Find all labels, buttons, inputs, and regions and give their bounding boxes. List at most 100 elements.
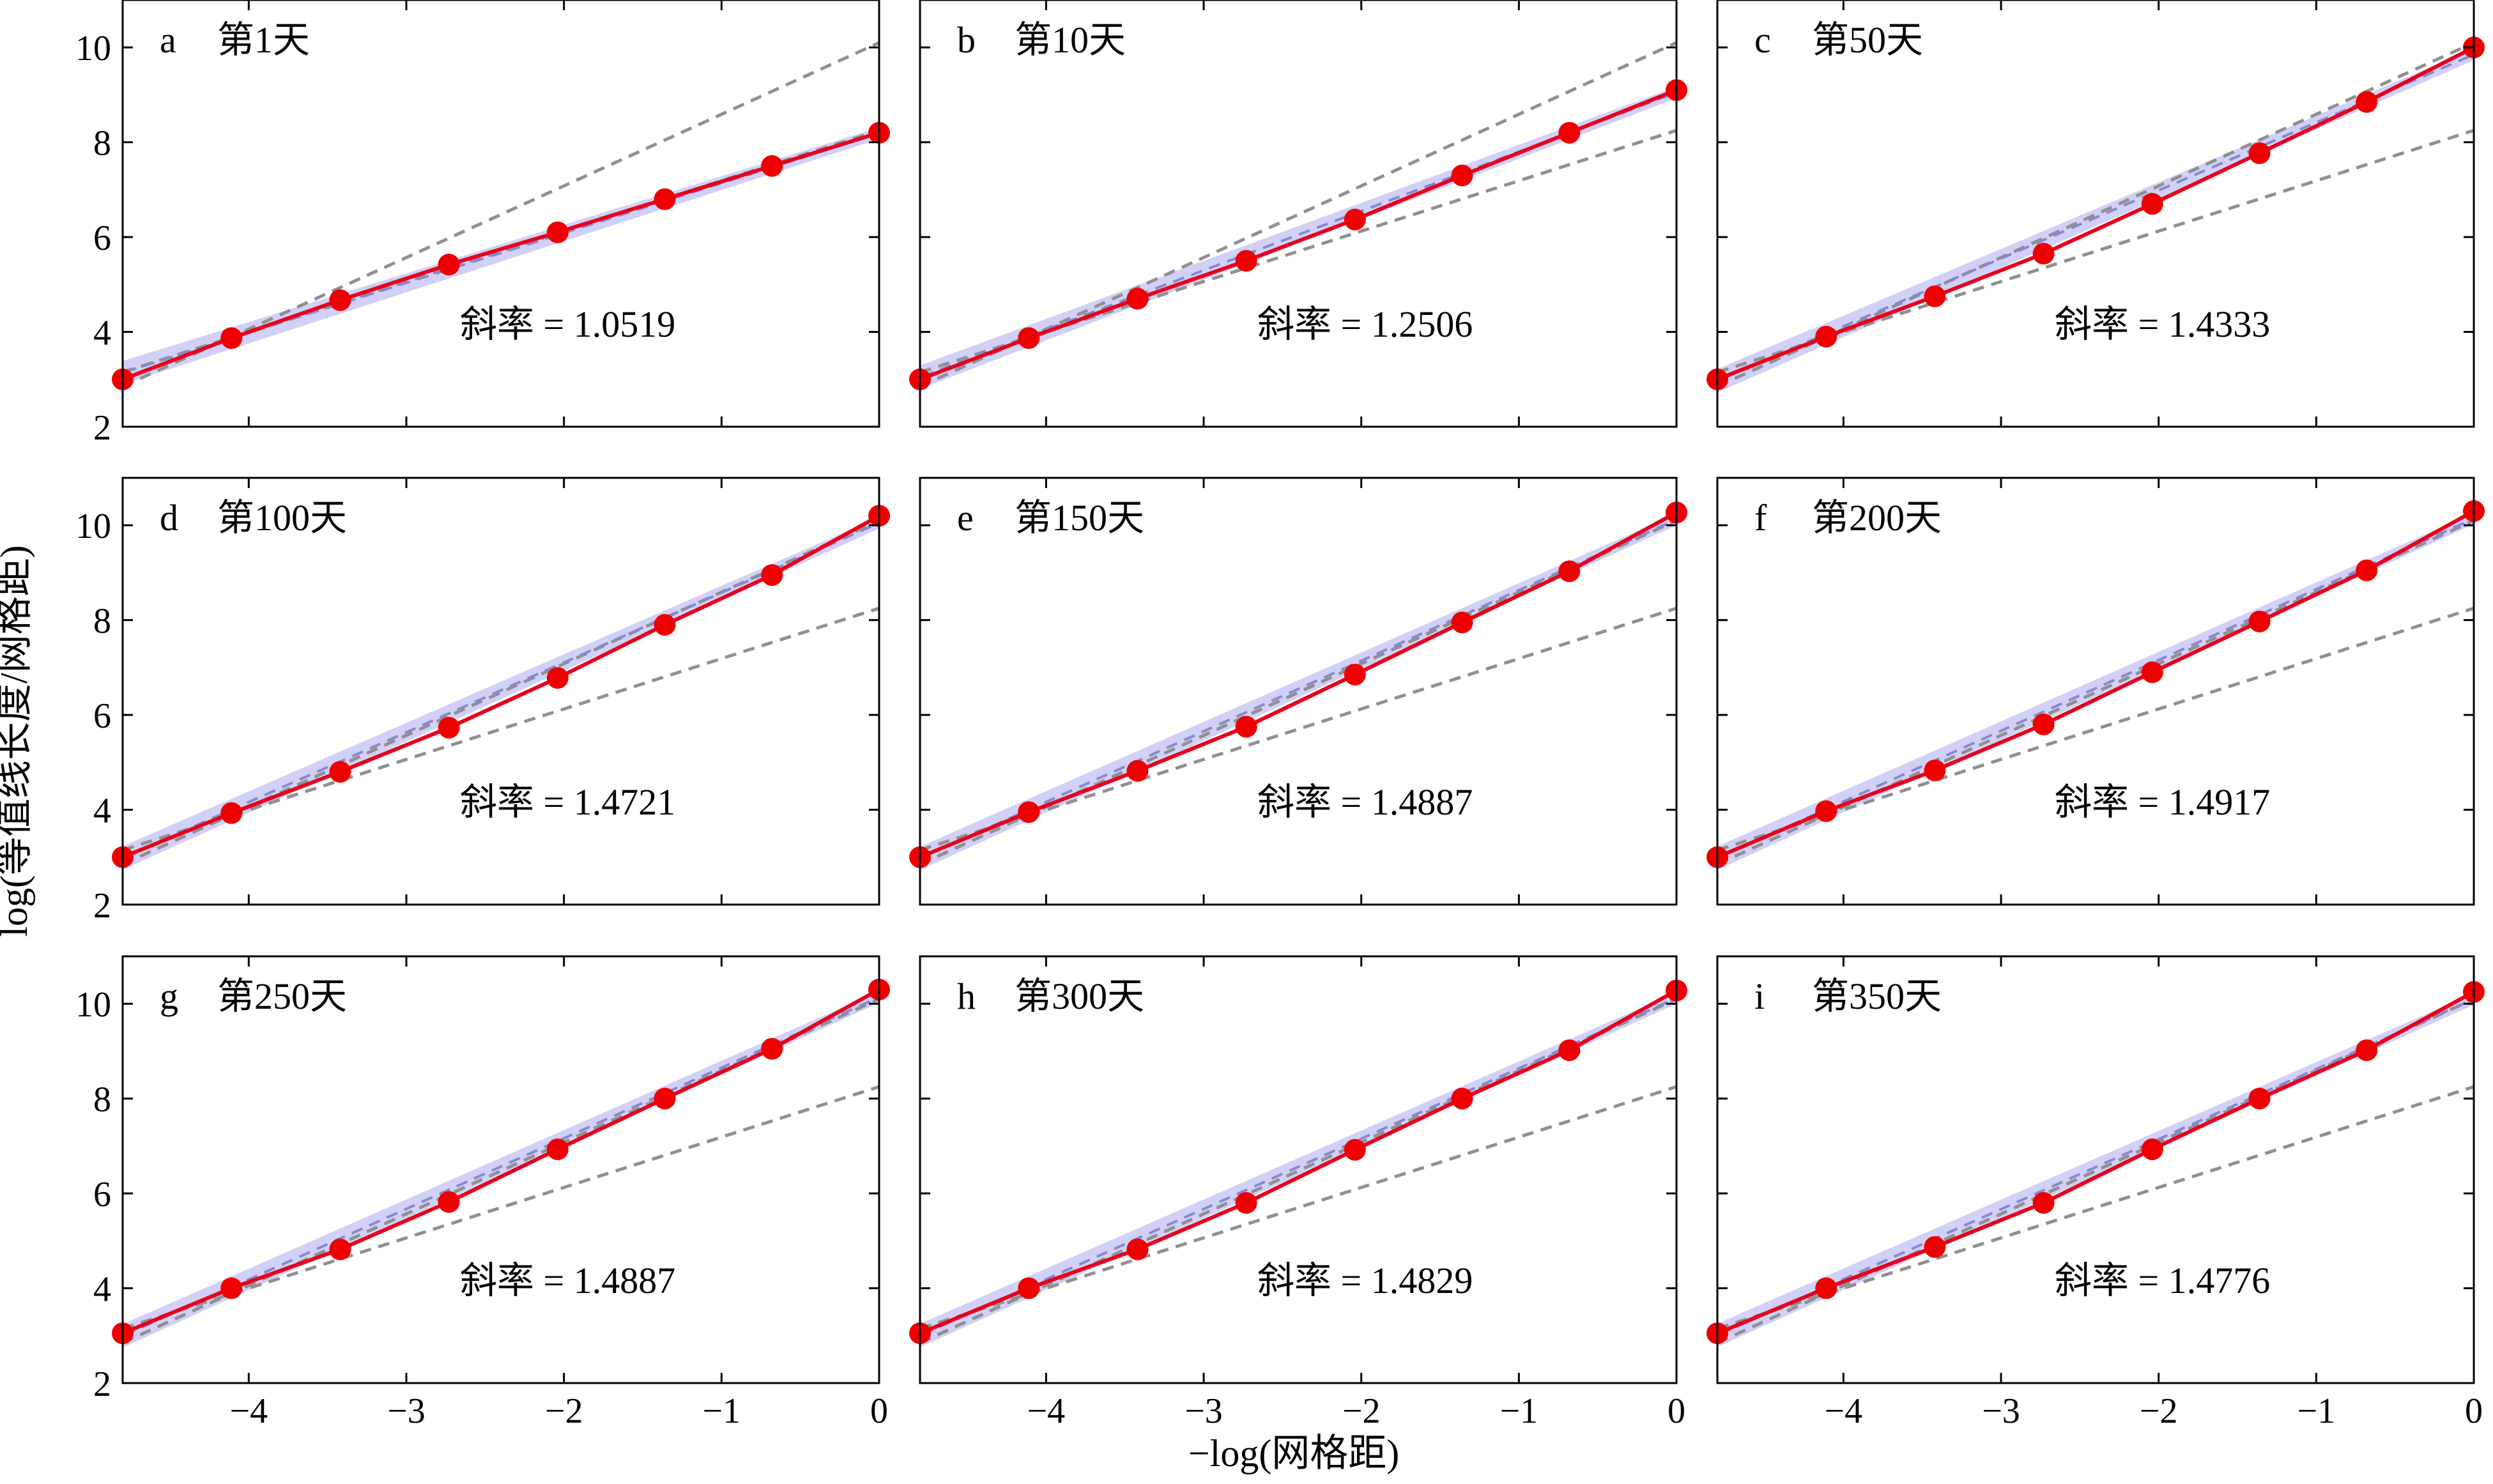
data-point (2032, 243, 2055, 265)
panel-title: 第250天 (217, 975, 347, 1017)
y-tick-label: 10 (75, 985, 111, 1025)
y-tick-label: 2 (93, 1365, 111, 1404)
panel-letter: e (957, 497, 974, 539)
x-tick-label: −4 (1825, 1391, 1863, 1431)
data-point (1815, 1277, 1837, 1299)
panel-title: 第100天 (217, 497, 347, 539)
data-point (546, 667, 569, 689)
x-tick-label: −2 (545, 1391, 583, 1431)
reference-line-2 (123, 1085, 879, 1331)
panel-title: 第200天 (1812, 497, 1942, 539)
data-point (1558, 560, 1581, 583)
data-point (329, 1238, 351, 1260)
data-point (1815, 325, 1837, 348)
data-point (2248, 142, 2271, 164)
data-point (2356, 559, 2378, 581)
series-line (920, 88, 1676, 381)
data-point (1451, 164, 1473, 187)
reference-line-1 (1717, 997, 2474, 1345)
x-axis-title: −log(网格距) (1188, 1432, 1399, 1474)
data-point (2248, 610, 2271, 632)
slope-annotation: 斜率 = 1.4333 (2055, 303, 2270, 345)
data-point (1558, 121, 1581, 144)
data-point (654, 1087, 676, 1110)
slope-annotation: 斜率 = 1.4887 (1257, 781, 1473, 823)
data-point (220, 1277, 243, 1299)
panel-frame (919, 477, 1678, 906)
x-tick-label: 0 (1668, 1391, 1685, 1431)
reference-line-1 (920, 41, 1676, 388)
data-point (546, 221, 569, 243)
data-point (1235, 715, 1257, 738)
panel-title: 第50天 (1812, 19, 1923, 61)
data-point (654, 188, 676, 210)
panel-title: 第300天 (1015, 975, 1144, 1017)
y-tick-label: 6 (93, 1175, 111, 1214)
y-tick-label: 8 (93, 1080, 111, 1120)
x-tick-label: −3 (1185, 1391, 1223, 1431)
data-point (761, 564, 783, 586)
series-line (1717, 509, 2474, 859)
panel-title: 第350天 (1812, 975, 1942, 1017)
data-point (2141, 1138, 2163, 1161)
x-tick-label: −3 (387, 1391, 426, 1431)
data-point (1018, 327, 1040, 349)
data-point (1126, 1238, 1149, 1260)
series-line (1717, 990, 2474, 1335)
panel-frame (121, 477, 880, 906)
data-point (1126, 287, 1149, 310)
panel-letter: c (1754, 19, 1771, 61)
data-point (2356, 91, 2378, 113)
reference-line-2 (920, 128, 1676, 374)
slope-annotation: 斜率 = 1.4887 (460, 1260, 675, 1301)
y-tick-label: 2 (93, 886, 111, 926)
data-point (1018, 801, 1040, 823)
x-tick-label: −4 (230, 1391, 268, 1431)
x-tick-label: −1 (1500, 1391, 1538, 1431)
panel-title: 第10天 (1015, 19, 1126, 61)
series-line (123, 988, 879, 1335)
x-tick-label: 0 (870, 1391, 888, 1431)
data-point (1344, 1138, 1366, 1161)
reference-line-2 (123, 606, 879, 852)
x-tick-label: −3 (1982, 1391, 2020, 1431)
data-point (1126, 760, 1149, 782)
plot-area (123, 988, 879, 1348)
data-point (2141, 193, 2163, 215)
panel-letter: h (957, 975, 976, 1017)
reference-line-2 (1717, 606, 2474, 852)
reference-line-1 (920, 997, 1676, 1345)
data-point (329, 761, 351, 783)
y-tick-label: 10 (75, 507, 111, 546)
data-point (2032, 1191, 2055, 1214)
data-point (1018, 1277, 1040, 1299)
reference-line-2 (1717, 128, 2474, 374)
x-tick-label: 0 (2465, 1391, 2483, 1431)
y-tick-label: 8 (93, 602, 111, 641)
data-point (2032, 713, 2055, 735)
series-line (920, 988, 1676, 1335)
x-tick-label: −2 (1342, 1391, 1381, 1431)
plot-area (920, 988, 1676, 1347)
x-tick-label: −1 (2297, 1391, 2336, 1431)
y-tick-label: 8 (93, 124, 111, 164)
y-tick-label: 4 (93, 792, 111, 831)
reference-line-1 (123, 41, 879, 388)
x-tick-label: −1 (703, 1391, 741, 1431)
panel-frame (121, 955, 880, 1384)
data-point (220, 327, 243, 349)
data-point (1451, 1087, 1473, 1110)
data-point (1924, 759, 1946, 781)
data-point (2141, 661, 2163, 684)
reference-line-2 (920, 606, 1676, 852)
panel-title: 第1天 (217, 19, 310, 61)
data-point (220, 802, 243, 824)
